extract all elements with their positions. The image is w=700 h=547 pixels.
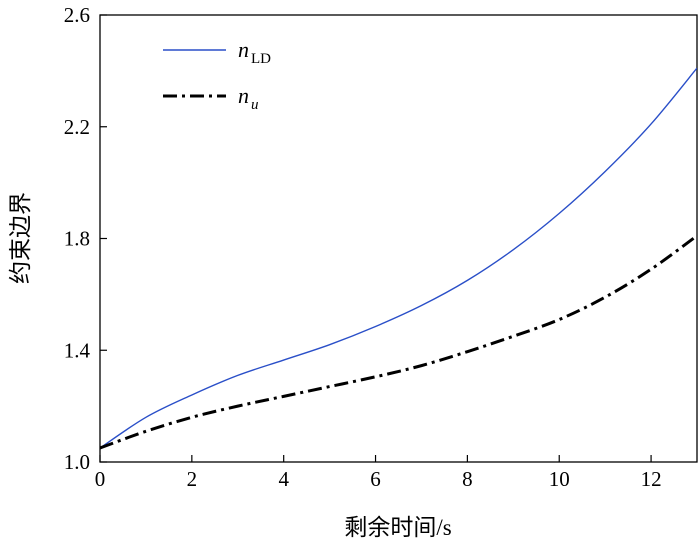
y-axis-title: 约束边界 [8, 192, 33, 284]
legend-label-main: n [238, 83, 249, 108]
plot-frame [99, 14, 698, 463]
y-tick-label: 2.2 [64, 115, 90, 139]
legend-label-subscript: u [251, 97, 259, 113]
series-line-n-ld [100, 67, 697, 449]
series-layer [100, 67, 697, 450]
legend-label: n LD [238, 37, 271, 67]
x-axis-title: 剩余时间/s [344, 515, 451, 540]
plot-area [99, 14, 698, 463]
legend: n LDn u [163, 37, 271, 113]
y-tick-label: 1.0 [64, 450, 90, 474]
legend-label-subscript: LD [251, 51, 271, 67]
x-tick-label: 4 [278, 467, 289, 491]
y-tick-label: 2.6 [64, 3, 90, 27]
legend-label-main: n [238, 37, 249, 62]
y-tick-label: 1.8 [64, 227, 90, 251]
x-axis: 0 2 4 6 8 10 12 [95, 455, 662, 491]
x-tick-label: 2 [187, 467, 198, 491]
x-tick-label: 10 [549, 467, 570, 491]
y-axis: 1.0 1.4 1.8 2.2 2.6 [64, 3, 107, 474]
series-line-n-u [100, 234, 697, 450]
x-tick-label: 0 [95, 467, 106, 491]
y-tick-label: 1.4 [64, 338, 91, 362]
x-tick-label: 6 [370, 467, 381, 491]
x-tick-label: 12 [641, 467, 662, 491]
x-tick-label: 8 [462, 467, 473, 491]
